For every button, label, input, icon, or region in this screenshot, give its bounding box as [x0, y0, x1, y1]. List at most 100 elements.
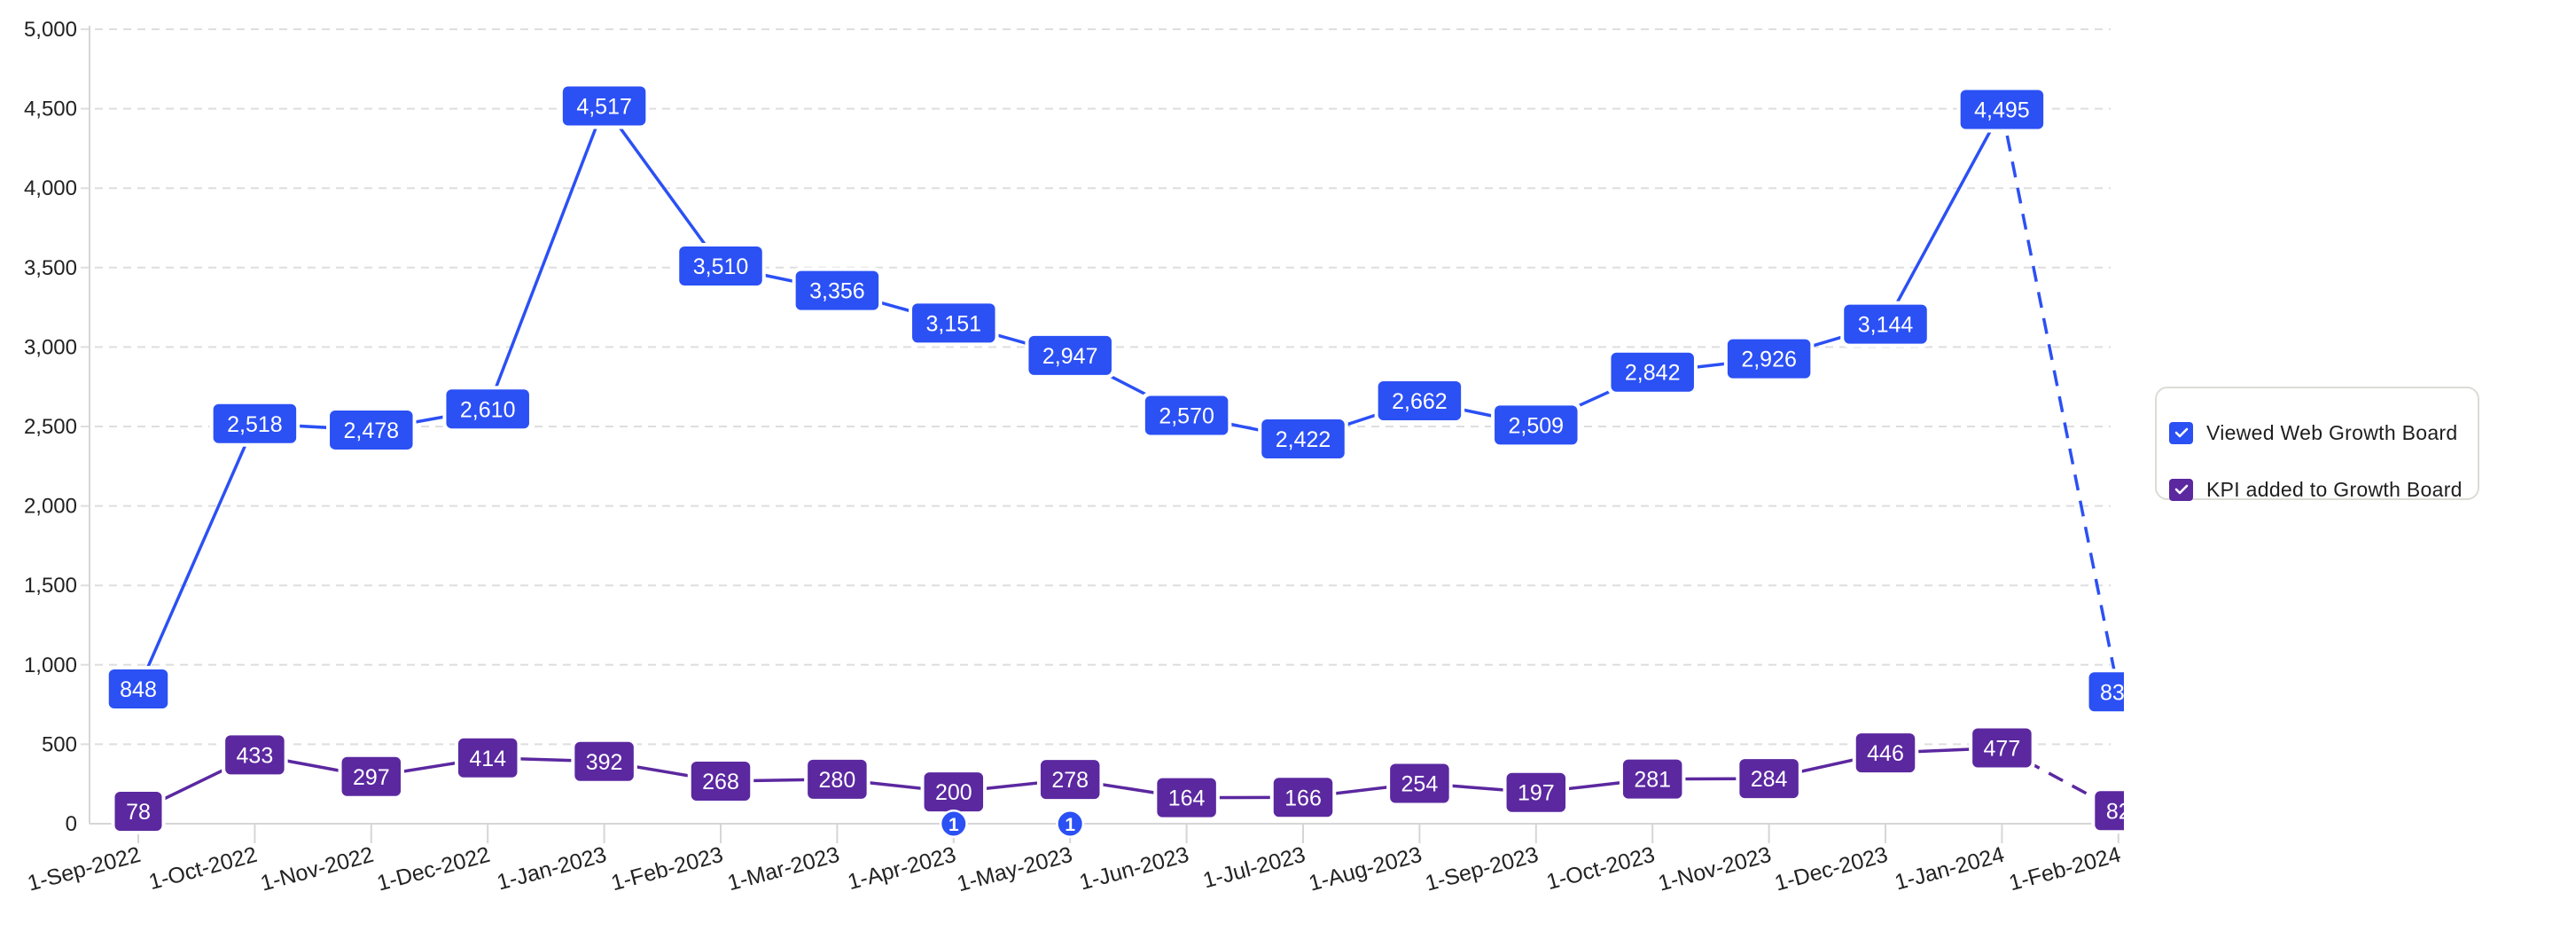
data-label-text: 278 — [1051, 768, 1089, 793]
x-tick-label: 1-Jan-2024 — [1893, 842, 2008, 896]
data-label-box — [341, 756, 402, 796]
data-label: 200 — [920, 769, 987, 816]
y-tick-label: 3,500 — [24, 256, 77, 280]
x-tick-label: 1-Dec-2022 — [374, 842, 492, 896]
x-tick-label: 1-Apr-2023 — [845, 842, 958, 895]
series-lines — [137, 104, 2120, 813]
data-label-text: 3,144 — [1858, 313, 1914, 338]
annotation-circle — [941, 811, 966, 836]
data-label-box — [1739, 759, 1799, 799]
data-label-text: 2,842 — [1625, 361, 1681, 386]
data-label-text: 2,610 — [460, 397, 516, 422]
data-label-text: 3,510 — [693, 254, 749, 279]
data-label-box — [457, 738, 518, 778]
data-label: 78 — [111, 788, 166, 835]
data-label-text: 414 — [469, 747, 506, 771]
y-tick-label: 3,000 — [24, 335, 77, 359]
data-label-text: 3,151 — [926, 311, 982, 336]
x-tick-label: 1-Dec-2023 — [1772, 842, 1890, 896]
data-label: 4,517 — [558, 82, 650, 129]
legend-label: KPI added to Growth Board — [2206, 477, 2463, 501]
data-label-box — [225, 735, 285, 775]
data-label-box — [1157, 778, 1216, 818]
data-label-text: 200 — [935, 780, 972, 805]
y-tick-label: 2,000 — [24, 495, 77, 519]
annotation-circle — [1058, 811, 1082, 836]
annotation-marker: 1 — [939, 810, 968, 838]
data-label-text: 280 — [819, 768, 856, 793]
data-label-box — [108, 669, 168, 709]
data-label-box — [1144, 395, 1229, 435]
data-label: 164 — [1153, 774, 1220, 821]
x-tick-label: 1-Feb-2024 — [2006, 842, 2123, 896]
data-label-text: 392 — [586, 750, 623, 775]
x-tick-label: 1-Sep-2022 — [25, 842, 143, 896]
data-label: 2,926 — [1723, 335, 1815, 382]
data-label-text: 2,509 — [1509, 413, 1565, 438]
data-label-box — [114, 792, 162, 832]
data-label: 197 — [1503, 769, 1570, 816]
data-label: 2,509 — [1491, 402, 1581, 449]
data-label: 2,842 — [1607, 348, 1698, 395]
x-tick-label: 1-Aug-2023 — [1307, 842, 1425, 896]
legend-label: Viewed Web Growth Board — [2206, 420, 2458, 444]
data-label: 2,947 — [1025, 332, 1115, 379]
x-tick-label: 1-Nov-2023 — [1656, 842, 1774, 896]
data-label-box — [574, 741, 634, 781]
data-label: 2,610 — [442, 386, 533, 433]
data-label: 82 — [2091, 787, 2124, 834]
data-label-box — [1960, 90, 2044, 129]
data-label-text: 446 — [1867, 741, 1904, 766]
data-label-box — [330, 410, 413, 450]
y-tick-label: 1,000 — [24, 653, 77, 677]
data-label-box — [795, 270, 879, 310]
data-label: 278 — [1036, 756, 1104, 803]
y-tick-label: 500 — [42, 732, 77, 756]
checkbox-checked-icon[interactable] — [2169, 478, 2193, 501]
data-label: 281 — [1619, 755, 1686, 802]
data-label: 280 — [804, 755, 870, 802]
data-label: 392 — [571, 738, 637, 785]
legend-item-kpi-added[interactable]: KPI added to Growth Board — [2169, 461, 2478, 518]
grid: 0 500 1,000 1,500 2,000 2,500 3,000 3,500 4,000 4… — [24, 18, 2111, 836]
data-label-text: 281 — [1634, 768, 1671, 793]
data-label-box — [2088, 672, 2124, 712]
y-tick-label: 5,000 — [24, 18, 77, 42]
y-tick-label: 4,000 — [24, 176, 77, 200]
data-label-box — [1622, 759, 1682, 799]
data-label-box — [213, 403, 297, 443]
data-label-box — [1378, 380, 1462, 420]
y-tick-label: 2,500 — [24, 415, 77, 439]
x-tick-label: 1-Oct-2022 — [146, 842, 260, 895]
data-label: 254 — [1386, 760, 1453, 807]
annotation-text: 1 — [948, 815, 959, 835]
legend-item-viewed-web-growth-board[interactable]: Viewed Web Growth Board — [2169, 404, 2478, 461]
y-tick-label: 1,500 — [24, 574, 77, 598]
data-label-text: 268 — [702, 770, 739, 794]
data-label-box — [1261, 419, 1345, 458]
data-label: 2,478 — [326, 406, 417, 453]
data-label-box — [1390, 763, 1449, 803]
data-label-box — [679, 246, 762, 286]
data-label-text: 2,478 — [344, 419, 400, 443]
x-tick-label: 1-Mar-2023 — [725, 842, 842, 896]
y-tick-label: 4,500 — [24, 98, 77, 121]
data-label: 2,662 — [1374, 377, 1465, 424]
data-label-box — [1273, 778, 1333, 818]
x-tick-label: 1-Jan-2023 — [495, 842, 609, 896]
data-label: 477 — [1969, 724, 2035, 771]
data-label: 284 — [1736, 755, 1802, 802]
data-label-text: 164 — [1168, 786, 1206, 811]
checkbox-checked-icon[interactable] — [2169, 421, 2193, 444]
data-label: 3,510 — [675, 243, 766, 290]
data-label-text: 2,947 — [1042, 344, 1098, 369]
data-label-text: 477 — [1984, 737, 2021, 762]
legend: Viewed Web Growth Board KPI added to Gro… — [2155, 387, 2479, 501]
data-label-text: 254 — [1401, 771, 1439, 796]
data-label-box — [1506, 772, 1566, 812]
data-label-box — [912, 303, 995, 343]
x-tick-label: 1-Jun-2023 — [1077, 842, 1191, 896]
x-tick-label: 1-Sep-2023 — [1423, 842, 1541, 896]
